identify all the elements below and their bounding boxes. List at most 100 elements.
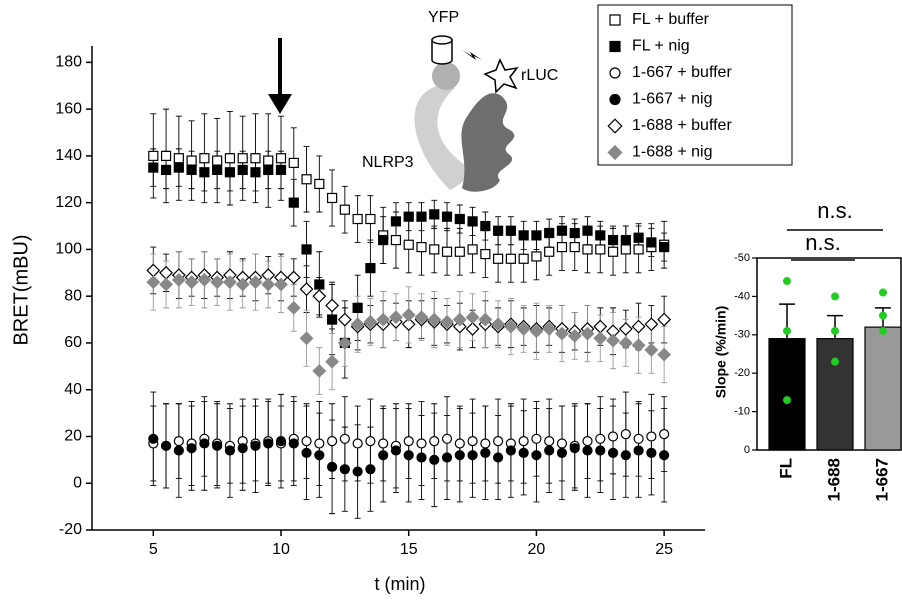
legend-marker [607, 144, 623, 161]
marker [314, 178, 325, 190]
marker [414, 310, 429, 325]
cartoon-label: YFP [428, 9, 459, 26]
marker [224, 167, 236, 178]
marker [440, 314, 454, 329]
marker [365, 436, 376, 447]
marker [352, 466, 363, 477]
inset-y-axis-label: Slope (%/min) [713, 306, 729, 399]
bar [768, 338, 806, 451]
marker [531, 251, 542, 262]
marker [160, 440, 172, 451]
marker [518, 253, 529, 264]
rluc-chain [461, 93, 515, 192]
marker [173, 153, 184, 164]
yfp-ball [432, 62, 460, 90]
yfp-cylinder [431, 39, 453, 65]
data-point [783, 326, 791, 335]
marker [390, 216, 402, 227]
marker [493, 225, 504, 236]
marker [212, 164, 223, 176]
marker [556, 438, 568, 449]
marker [555, 326, 569, 341]
marker [531, 433, 542, 444]
marker [403, 211, 414, 222]
marker [199, 153, 210, 164]
legend-label: 1-688 + buffer [632, 117, 732, 134]
y-tick-label: 60 [64, 334, 82, 351]
x-tick-label: 25 [655, 541, 673, 558]
marker [337, 312, 352, 327]
marker [441, 452, 453, 463]
marker [427, 312, 442, 327]
marker [184, 275, 199, 290]
marker [582, 445, 593, 456]
legend-label: FL + nig [632, 38, 690, 55]
marker [454, 450, 465, 461]
marker [339, 433, 350, 444]
marker [544, 227, 555, 239]
marker [441, 433, 453, 444]
marker [646, 237, 657, 248]
marker [299, 282, 314, 297]
y-tick-label: -20 [734, 367, 750, 379]
marker [314, 279, 325, 290]
legend-box [597, 4, 793, 166]
y-tick-label: 0 [744, 444, 750, 456]
marker [337, 336, 352, 350]
marker [646, 447, 657, 458]
arrow-head [268, 94, 292, 114]
stimulus-arrow [268, 38, 292, 114]
legend-label: 1-688 + nig [632, 144, 713, 161]
marker [339, 204, 350, 215]
marker [210, 275, 225, 290]
significance-label: n.s. [817, 198, 852, 223]
y-tick-label: -10 [734, 406, 750, 418]
marker [235, 277, 250, 292]
marker [186, 164, 197, 176]
bar [864, 326, 902, 451]
y-tick-label: -20 [59, 521, 82, 538]
x-tick-label: 10 [272, 541, 290, 558]
marker [529, 324, 544, 339]
marker [148, 150, 159, 161]
marker [352, 213, 363, 225]
marker [326, 436, 338, 447]
marker [250, 440, 261, 451]
marker [544, 246, 555, 257]
marker [390, 445, 402, 456]
marker [378, 234, 389, 246]
x-tick-label: FL [776, 458, 795, 479]
marker [441, 246, 453, 257]
legend-marker [609, 40, 621, 53]
data-point [879, 326, 887, 335]
x-axis-label: t (min) [375, 574, 426, 594]
marker [378, 450, 389, 461]
legend-marker [607, 118, 623, 134]
marker [618, 321, 633, 336]
y-tick-label: 140 [55, 147, 82, 164]
marker [160, 150, 172, 161]
bar [816, 338, 854, 451]
marker [480, 438, 491, 449]
marker [403, 450, 414, 461]
marker [465, 310, 480, 325]
y-tick-label: -50 [734, 252, 750, 264]
marker [657, 347, 672, 362]
marker [633, 433, 644, 444]
marker [365, 263, 376, 274]
y-tick-label: 40 [64, 381, 82, 398]
marker [199, 167, 210, 178]
marker [389, 310, 403, 325]
data-point [783, 277, 791, 286]
marker [325, 354, 340, 369]
marker [365, 464, 376, 475]
marker [314, 438, 325, 449]
marker [286, 270, 301, 285]
marker [312, 364, 327, 378]
marker [261, 277, 276, 292]
marker [620, 244, 631, 255]
marker [288, 197, 299, 208]
data-point [831, 292, 839, 301]
marker [301, 436, 312, 447]
